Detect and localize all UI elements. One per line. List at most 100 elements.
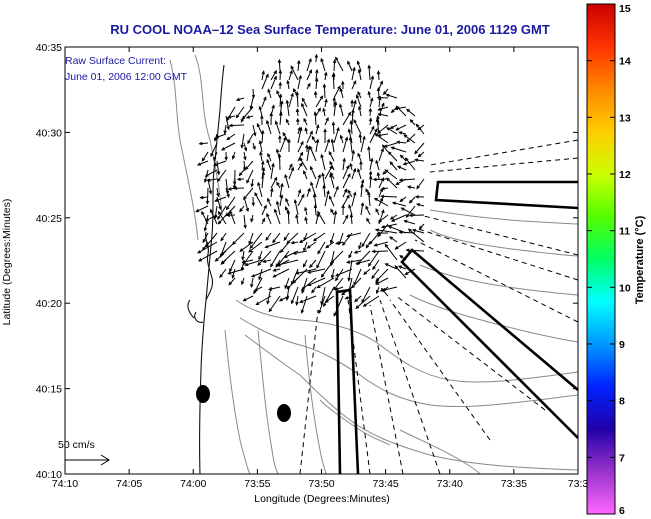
current-vector-head bbox=[292, 251, 297, 255]
current-vector-head bbox=[313, 111, 318, 116]
current-vector-head bbox=[377, 107, 382, 111]
current-vector bbox=[287, 210, 290, 225]
current-vector bbox=[217, 169, 227, 182]
current-vector-head bbox=[223, 130, 227, 135]
current-vector bbox=[392, 202, 407, 207]
current-vector bbox=[320, 286, 326, 305]
current-vector bbox=[229, 210, 236, 225]
current-vector-head bbox=[371, 125, 375, 130]
current-vector-head bbox=[286, 209, 291, 214]
current-vector-head bbox=[271, 162, 275, 167]
current-vector-head bbox=[290, 240, 295, 245]
current-vector-head bbox=[353, 118, 357, 123]
current-vector-head bbox=[389, 161, 394, 166]
current-vector bbox=[381, 195, 398, 198]
current-vector bbox=[331, 268, 335, 279]
current-vector-head bbox=[347, 173, 351, 178]
current-vector bbox=[309, 146, 317, 162]
current-vector bbox=[290, 66, 299, 81]
current-vector bbox=[381, 288, 389, 297]
current-vector-head bbox=[331, 73, 336, 78]
current-vector bbox=[333, 277, 344, 290]
current-vector-head bbox=[320, 57, 324, 62]
current-vector bbox=[342, 165, 350, 180]
current-vector bbox=[332, 74, 335, 90]
current-vector-head bbox=[255, 301, 260, 306]
current-vector-head bbox=[408, 213, 413, 218]
current-vector-head bbox=[406, 138, 410, 143]
x-tick-label: 73:40 bbox=[437, 478, 463, 490]
current-vector-head bbox=[373, 197, 378, 202]
current-vector bbox=[357, 153, 362, 162]
current-vector bbox=[348, 259, 353, 281]
current-vector-head bbox=[357, 68, 362, 73]
current-vector-head bbox=[351, 108, 355, 113]
current-vector-head bbox=[260, 114, 264, 119]
current-vector-head bbox=[304, 127, 308, 132]
current-vector-head bbox=[261, 217, 266, 222]
current-vector bbox=[306, 146, 310, 162]
current-vector-head bbox=[290, 65, 294, 70]
current-vector-head bbox=[347, 128, 352, 133]
current-vector bbox=[266, 213, 272, 225]
current-vector-head bbox=[243, 224, 247, 230]
current-vector-head bbox=[403, 134, 408, 138]
current-vector bbox=[219, 268, 227, 278]
current-vector bbox=[384, 169, 398, 180]
current-vector bbox=[286, 277, 299, 290]
x-tick-label: 73:50 bbox=[308, 478, 334, 490]
current-vector-head bbox=[334, 287, 339, 291]
current-vector-head bbox=[362, 303, 367, 307]
current-vector-head bbox=[330, 274, 335, 280]
current-vector bbox=[201, 151, 209, 162]
current-vector-head bbox=[295, 213, 299, 219]
current-vector-head bbox=[266, 300, 270, 305]
current-vector-head bbox=[269, 112, 273, 117]
current-vector bbox=[333, 86, 341, 99]
current-vector bbox=[390, 214, 398, 220]
current-vector-head bbox=[378, 95, 382, 101]
current-vector bbox=[416, 203, 425, 207]
current-vector-head bbox=[270, 263, 274, 268]
current-vector-head bbox=[377, 233, 382, 238]
current-vector bbox=[347, 190, 353, 198]
current-vector-head bbox=[365, 244, 370, 249]
current-vector bbox=[266, 120, 272, 135]
current-vector-head bbox=[346, 194, 350, 199]
current-vector bbox=[331, 139, 335, 153]
current-vector bbox=[386, 94, 398, 99]
colorbar bbox=[586, 3, 616, 515]
current-vector bbox=[270, 250, 281, 267]
current-vector-head bbox=[385, 127, 391, 131]
current-vector-head bbox=[290, 300, 295, 305]
current-vector bbox=[267, 198, 272, 207]
current-vector bbox=[396, 105, 407, 117]
current-vector bbox=[400, 154, 407, 162]
current-vector bbox=[216, 160, 220, 175]
current-vector bbox=[243, 214, 246, 228]
current-vector-head bbox=[265, 119, 270, 124]
current-vector-head bbox=[397, 265, 403, 269]
current-vector-head bbox=[236, 177, 241, 181]
current-vector-head bbox=[306, 245, 311, 249]
current-vector bbox=[315, 95, 323, 108]
current-vector bbox=[296, 268, 317, 274]
current-vector-head bbox=[370, 75, 375, 80]
current-vector-head bbox=[250, 218, 254, 223]
current-vector-head bbox=[379, 80, 383, 85]
current-vector-head bbox=[380, 225, 386, 229]
current-vector bbox=[376, 119, 380, 135]
current-vector bbox=[218, 211, 227, 225]
current-vector bbox=[342, 189, 347, 198]
current-vector-head bbox=[290, 92, 294, 97]
current-vector-head bbox=[317, 250, 321, 255]
current-vector bbox=[323, 108, 326, 117]
current-vector-head bbox=[312, 193, 317, 198]
current-vector-head bbox=[253, 287, 258, 292]
current-vector-head bbox=[258, 276, 262, 281]
current-vector-head bbox=[285, 118, 290, 123]
current-vector-head bbox=[271, 104, 275, 109]
current-vector bbox=[353, 268, 362, 286]
current-vector bbox=[330, 232, 335, 244]
current-vector-head bbox=[319, 95, 324, 100]
